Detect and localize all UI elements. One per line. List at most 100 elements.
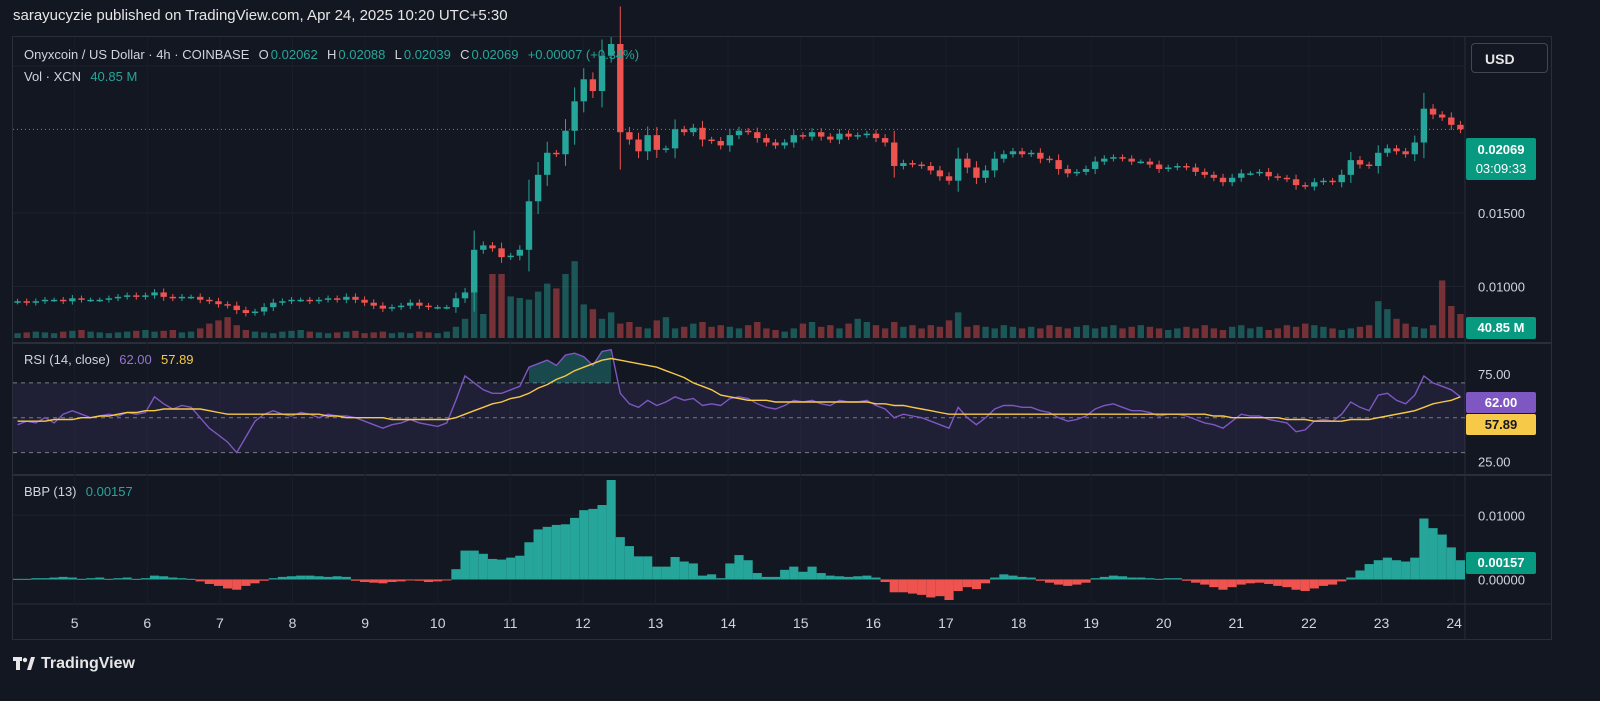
candle-body <box>352 296 359 300</box>
bbp-bar <box>907 579 918 594</box>
candle-body <box>1438 114 1446 118</box>
bbp-bar <box>305 575 315 580</box>
bbp-bar <box>213 579 224 586</box>
bbp-bar <box>433 579 443 582</box>
volume-bar <box>1046 325 1053 338</box>
candle-body <box>918 164 925 167</box>
bbp-bar <box>1200 579 1210 585</box>
bbp-bar <box>277 576 287 580</box>
time-tick-label: 18 <box>1011 615 1027 631</box>
candle-body <box>836 133 843 140</box>
candle-body <box>1000 154 1008 159</box>
candle-body <box>133 295 140 297</box>
volume-bar <box>1292 326 1300 338</box>
volume-bar <box>1137 325 1145 338</box>
bbp-bar <box>469 550 479 580</box>
volume-bar <box>973 325 980 338</box>
rsi-overbought-fill <box>528 349 612 383</box>
bbp-bar <box>716 578 726 580</box>
currency-button[interactable]: USD <box>1471 43 1548 73</box>
bbp-bar <box>588 508 598 580</box>
bbp-bar <box>442 579 452 581</box>
bbp-bar <box>981 579 991 584</box>
candle-body <box>480 245 487 250</box>
volume-bar <box>1429 325 1437 338</box>
volume-bar <box>242 330 250 338</box>
bbp-bar <box>1054 579 1064 585</box>
bbp-bar <box>67 577 77 580</box>
candle-body <box>425 305 432 308</box>
bbp-bar <box>396 579 406 582</box>
volume-bar <box>681 326 688 338</box>
candle-body <box>105 298 113 300</box>
candle-body <box>60 299 67 302</box>
candle-body <box>1283 177 1291 180</box>
time-tick-label: 22 <box>1301 615 1317 631</box>
candle-body <box>452 298 460 308</box>
volume-bar <box>397 332 405 338</box>
time-tick-label: 19 <box>1083 615 1099 631</box>
bbp-bar <box>423 579 434 583</box>
bbp-bar <box>1419 518 1429 580</box>
bbp-bar <box>1373 560 1383 580</box>
candle-body <box>206 299 213 302</box>
candle-body <box>1219 177 1227 183</box>
volume-bar <box>251 331 259 338</box>
candle-body <box>407 302 414 306</box>
volume-bar <box>434 333 441 338</box>
volume-bar <box>87 331 94 338</box>
tradingview-logo[interactable]: TradingView <box>13 655 135 673</box>
time-tick-label: 20 <box>1156 615 1172 631</box>
volume-bar <box>1000 325 1008 338</box>
volume-bar <box>270 333 277 338</box>
volume-bar <box>1091 328 1099 338</box>
candle-body <box>1338 174 1345 183</box>
candle-body <box>900 163 907 167</box>
candle-body <box>617 44 624 133</box>
rsi-label[interactable]: RSI (14, close) <box>24 352 110 367</box>
rsi-ma-line <box>17 357 1461 422</box>
bbp-label[interactable]: BBP (13) <box>24 484 77 499</box>
candle-body <box>1192 167 1199 172</box>
candle-body <box>909 163 916 165</box>
candle-body <box>626 132 633 140</box>
volume-bar <box>1037 328 1044 338</box>
volume-bar <box>1101 326 1108 338</box>
candle-body <box>1146 161 1154 165</box>
bbp-bar <box>1455 560 1465 580</box>
bbp-bar <box>1044 579 1055 583</box>
bbp-bar <box>825 575 835 580</box>
volume-bar <box>361 333 368 338</box>
last-price-value: 0.02069 <box>1477 142 1525 157</box>
candle-body <box>41 299 49 302</box>
bbp-bar <box>460 550 470 580</box>
rsi-ma-value: 57.89 <box>161 352 194 367</box>
volume-bar <box>1320 326 1327 338</box>
volume-bar <box>1347 328 1355 338</box>
volume-bar <box>836 328 843 338</box>
volume-bar <box>790 328 797 338</box>
volume-bar <box>1073 326 1081 338</box>
candle-body <box>681 129 688 133</box>
candle-body <box>1055 160 1062 169</box>
candle-body <box>872 133 880 139</box>
rsi-value: 62.00 <box>119 352 152 367</box>
bbp-bar <box>1172 578 1182 580</box>
bbp-bar <box>1364 564 1374 580</box>
symbol-label[interactable]: Onyxcoin / US Dollar · 4h · COINBASE <box>24 47 250 62</box>
bbp-bar <box>1099 576 1109 580</box>
volume-bar <box>1201 325 1208 338</box>
bbp-bar <box>926 579 936 598</box>
volume-bar <box>690 323 697 338</box>
volume-label[interactable]: Vol · XCN <box>24 69 82 84</box>
volume-bar <box>644 328 651 338</box>
candle-body <box>607 44 615 56</box>
volume-bar <box>927 325 934 338</box>
volume-bar <box>1028 326 1035 338</box>
volume-bar <box>635 326 642 338</box>
bbp-bar <box>679 561 689 580</box>
candle-body <box>169 296 177 299</box>
candle-body <box>260 307 268 312</box>
bbp-tick-label: 0.01000 <box>1478 508 1525 523</box>
